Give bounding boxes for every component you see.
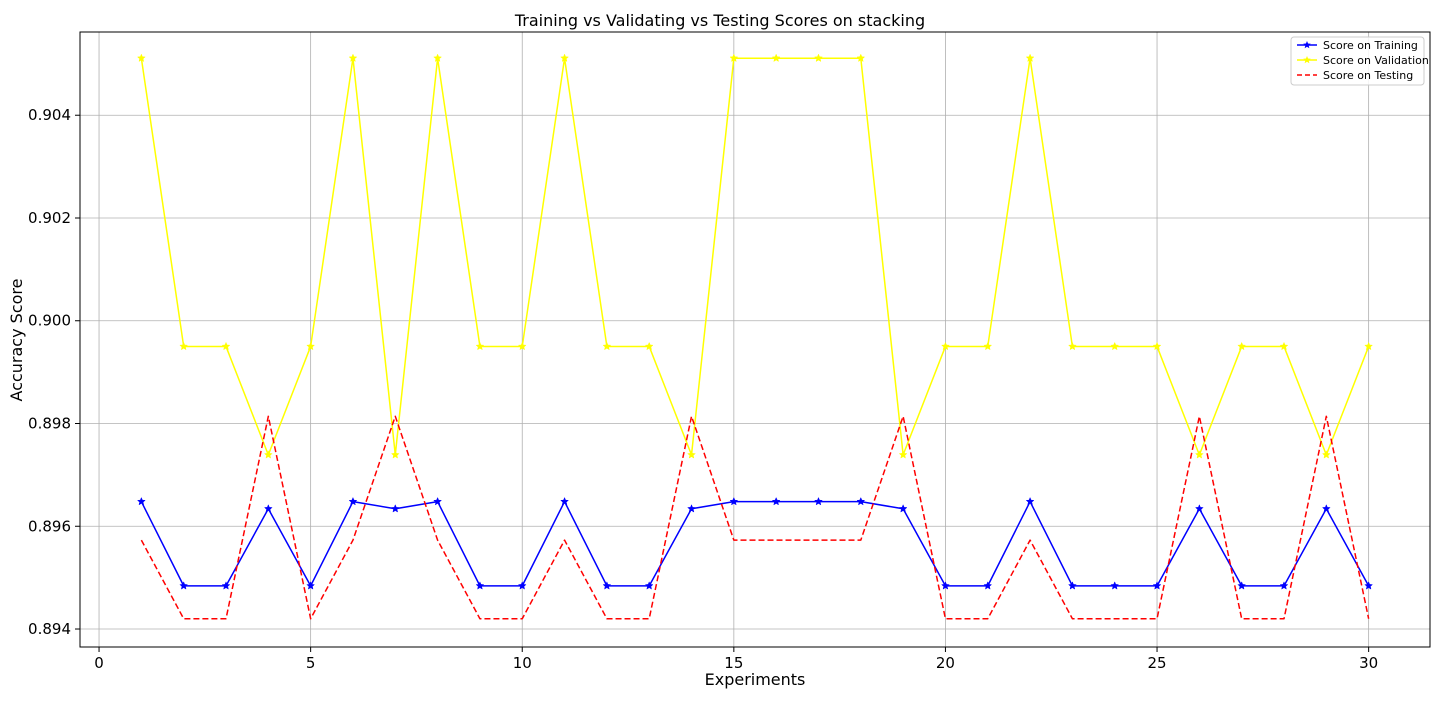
data-point <box>1321 450 1331 459</box>
data-point <box>348 496 358 506</box>
data-point <box>1279 581 1289 590</box>
data-point <box>729 53 739 62</box>
series-line <box>140 415 1370 620</box>
x-tick-label: 15 <box>724 654 743 672</box>
chart-title: Training vs Validating vs Testing Scores… <box>514 11 925 30</box>
legend-star-icon-training <box>1303 41 1311 49</box>
plot-area <box>80 32 1430 647</box>
data-point <box>1194 504 1204 513</box>
data-point <box>898 450 908 459</box>
data-point <box>644 581 654 590</box>
data-point <box>771 496 781 506</box>
legend-box <box>1290 36 1425 86</box>
data-point <box>433 53 443 62</box>
y-axis-title: Accuracy Score <box>7 279 26 402</box>
data-point <box>306 581 316 590</box>
data-point <box>221 581 231 590</box>
y-tick-label: 0.904 <box>28 106 71 124</box>
y-tick-label: 0.894 <box>28 620 71 638</box>
data-point <box>1067 341 1077 351</box>
data-point <box>687 450 696 459</box>
y-tick-label: 0.896 <box>28 517 71 535</box>
y-tick-label: 0.900 <box>28 312 71 330</box>
data-point <box>390 504 400 513</box>
data-point <box>263 450 273 459</box>
data-point <box>1237 581 1247 590</box>
data-point <box>475 581 485 590</box>
series-score-on-testing <box>140 415 1370 620</box>
series-line <box>140 500 1370 587</box>
data-point <box>1194 450 1204 459</box>
x-tick-label: 30 <box>1359 654 1378 672</box>
data-point <box>687 504 696 513</box>
data-point <box>1110 341 1120 351</box>
data-point <box>1279 341 1289 351</box>
data-point <box>1067 581 1077 590</box>
data-point <box>136 53 146 62</box>
data-point <box>814 53 823 62</box>
y-tick-label: 0.902 <box>28 209 71 227</box>
data-point <box>221 341 231 351</box>
data-point <box>1152 341 1162 351</box>
data-point <box>856 496 866 506</box>
data-point <box>729 496 739 506</box>
data-point <box>136 496 146 506</box>
legend-label-training: Score on Training <box>1323 39 1418 52</box>
data-point <box>517 341 527 351</box>
data-point <box>179 341 189 351</box>
plot-border <box>79 31 1431 648</box>
legend-entry-training: Score on Training <box>1297 39 1418 52</box>
x-tick-label: 0 <box>94 654 104 672</box>
x-tick-label: 20 <box>936 654 955 672</box>
data-point <box>771 53 781 62</box>
data-point <box>1321 504 1331 513</box>
data-point <box>856 53 866 62</box>
data-point <box>433 496 443 506</box>
data-point <box>1364 341 1374 351</box>
data-point <box>1025 53 1035 62</box>
data-point <box>1364 581 1374 590</box>
x-tick-label: 5 <box>306 654 316 672</box>
data-point <box>560 496 569 506</box>
data-point <box>983 341 993 351</box>
x-tick-label: 25 <box>1147 654 1166 672</box>
data-point <box>941 341 950 351</box>
data-point <box>263 504 273 513</box>
data-point <box>814 496 823 506</box>
data-point <box>306 341 316 351</box>
x-axis-title: Experiments <box>705 670 806 689</box>
legend-entry-testing: Score on Testing <box>1297 69 1413 82</box>
data-point <box>983 581 993 590</box>
x-tick-label: 10 <box>513 654 532 672</box>
data-point <box>475 341 485 351</box>
data-point <box>517 581 527 590</box>
data-point <box>1152 581 1162 590</box>
data-point <box>602 341 612 351</box>
data-point <box>390 450 400 459</box>
grid-lines <box>80 32 1430 647</box>
axis-ticks: 0 5 10 15 20 25 30 0.894 0.896 0.898 0.900 0.902 0.9… <box>28 106 1378 672</box>
series-score-on-validation <box>136 53 1374 459</box>
data-point <box>941 581 950 590</box>
legend-label-testing: Score on Testing <box>1323 69 1413 82</box>
data-point <box>602 581 612 590</box>
data-point <box>1025 496 1035 506</box>
data-point <box>348 53 358 62</box>
data-point <box>644 341 654 351</box>
data-point <box>1237 341 1247 351</box>
series-layer <box>136 53 1374 620</box>
data-point <box>179 581 189 590</box>
series-score-on-training <box>136 496 1374 590</box>
legend-entry-validation: Score on Validation <box>1297 54 1429 67</box>
legend-label-validation: Score on Validation <box>1323 54 1429 67</box>
data-point <box>1110 581 1120 590</box>
data-point <box>898 504 908 513</box>
data-point <box>560 53 569 62</box>
series-line <box>140 57 1370 456</box>
legend: Score on Training Score on Validation Sc… <box>1290 36 1429 86</box>
y-tick-label: 0.898 <box>28 415 71 433</box>
legend-star-icon-validation <box>1303 56 1311 64</box>
